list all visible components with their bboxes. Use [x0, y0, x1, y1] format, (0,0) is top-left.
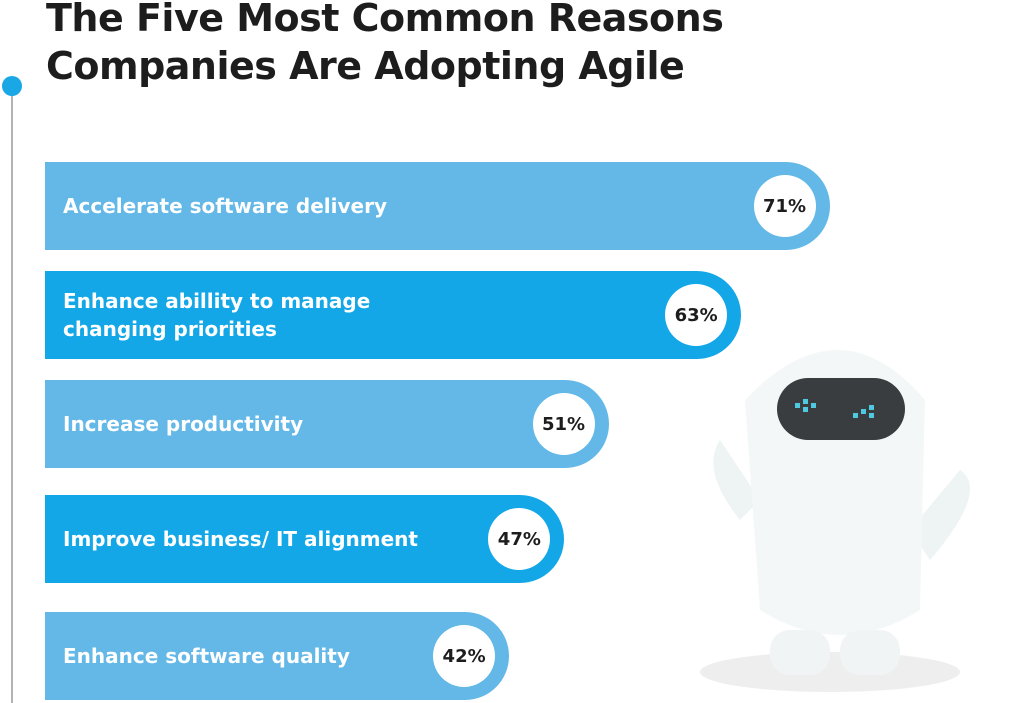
bar: Enhance software quality 42% — [45, 612, 510, 700]
bar-label: Enhance software quality — [63, 644, 350, 668]
bar-label: Increase productivity — [63, 412, 304, 436]
chart-title: The Five Most Common Reasons Companies A… — [46, 0, 724, 88]
value-label: 51% — [532, 393, 595, 455]
bar: Enhance abillity to manage changing prio… — [45, 271, 742, 359]
bar-label: Enhance abillity to manage changing prio… — [63, 289, 371, 341]
bar: Increase productivity 51% — [45, 380, 609, 468]
value-label: 47% — [488, 508, 551, 570]
bar: Improve business/ IT alignment 47% — [45, 495, 565, 583]
bar: Accelerate software delivery 71% — [45, 162, 830, 250]
bar-label: Improve business/ IT alignment — [63, 527, 418, 551]
value-label: 42% — [433, 625, 496, 687]
bar-label: Accelerate software delivery — [63, 194, 387, 218]
value-label: 71% — [753, 175, 816, 237]
value-label: 63% — [665, 284, 728, 346]
